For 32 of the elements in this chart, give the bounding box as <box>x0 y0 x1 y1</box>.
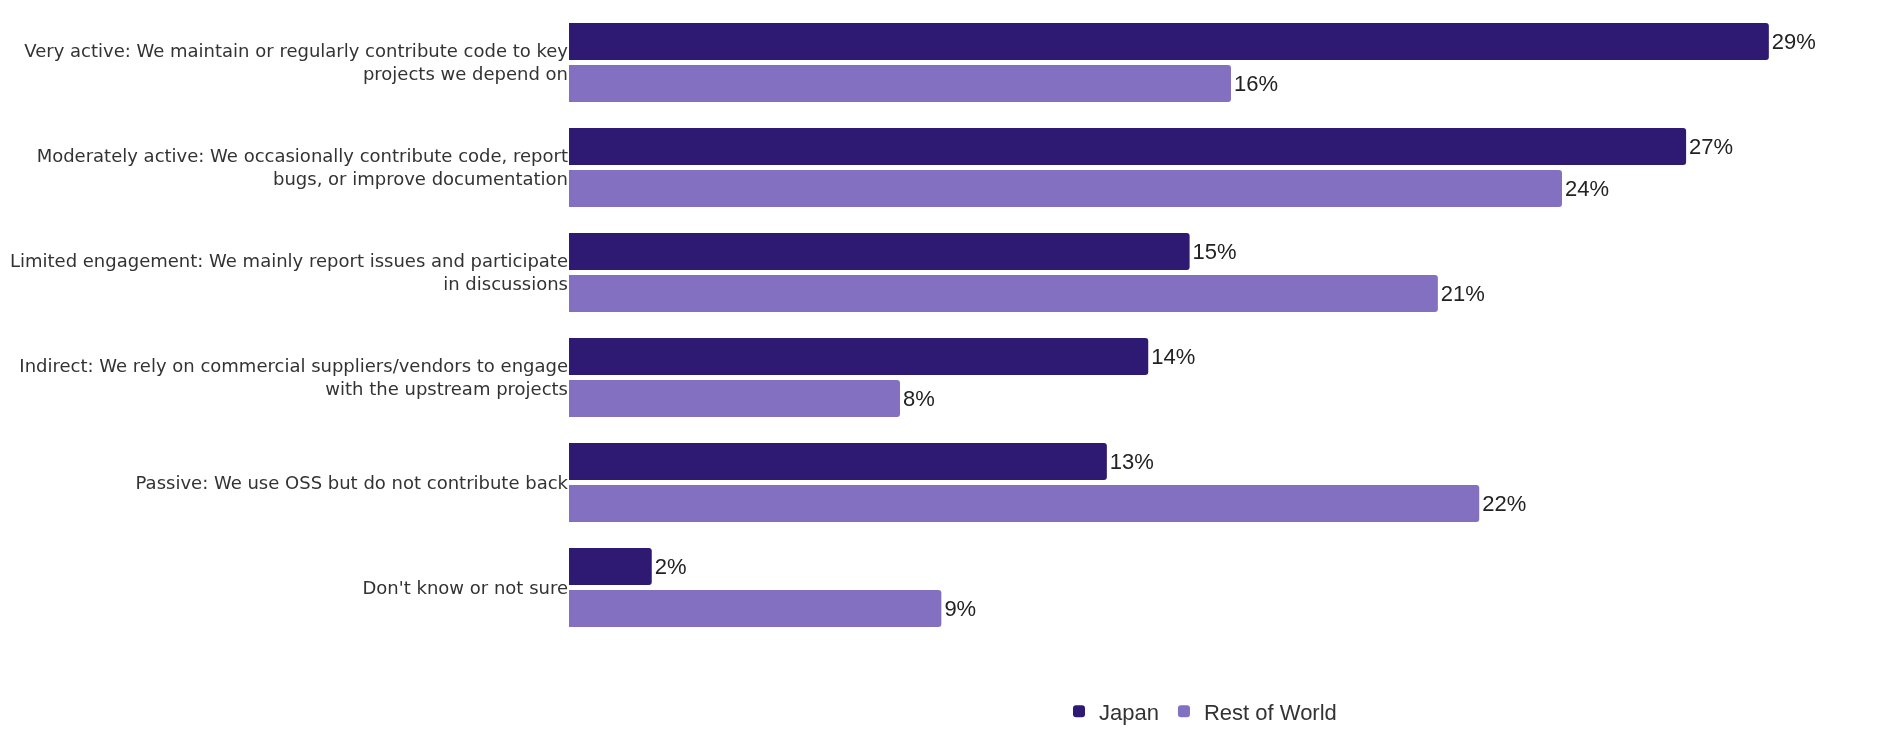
data-label: 24% <box>1564 176 1610 201</box>
bar <box>569 380 900 417</box>
data-label: 21% <box>1440 281 1485 306</box>
data-label: 22% <box>1482 491 1527 516</box>
data-label: 9% <box>944 596 977 621</box>
bar <box>569 65 1231 102</box>
bar <box>569 338 1149 375</box>
data-label: 16% <box>1233 71 1279 96</box>
bar <box>569 275 1438 312</box>
data-label: 2% <box>654 554 687 579</box>
bar <box>569 170 1562 207</box>
data-label: 14% <box>1151 344 1196 369</box>
y-tick-label: Very active: We maintain or regularly contribute code to key projects we depend on <box>24 40 569 85</box>
data-label: 13% <box>1109 449 1154 474</box>
legend-label: Rest of World <box>1203 699 1337 725</box>
y-tick-label: Indirect: We rely on commercial suppliers/vendors to engage with the upstream projects <box>19 355 568 400</box>
data-label: 8% <box>902 386 935 411</box>
bar <box>569 485 1480 522</box>
bar <box>569 23 1769 60</box>
y-tick-label: Moderately active: We occasionally contribute code, report bugs, or improve documentation <box>36 145 568 190</box>
legend-label: Japan <box>1099 699 1159 725</box>
bar <box>569 128 1687 165</box>
bar <box>569 233 1190 270</box>
y-tick-label: Don't know or not sure <box>362 576 568 598</box>
bar <box>569 548 652 585</box>
y-tick-label: Limited engagement: We mainly report issues and participate in discussions <box>9 250 568 295</box>
data-label: 15% <box>1192 239 1237 264</box>
bar <box>569 590 942 627</box>
data-label: 29% <box>1771 29 1816 54</box>
y-tick-label: Passive: We use OSS but do not contribute back <box>135 471 569 493</box>
bar <box>569 443 1107 480</box>
data-label: 27% <box>1689 134 1734 159</box>
